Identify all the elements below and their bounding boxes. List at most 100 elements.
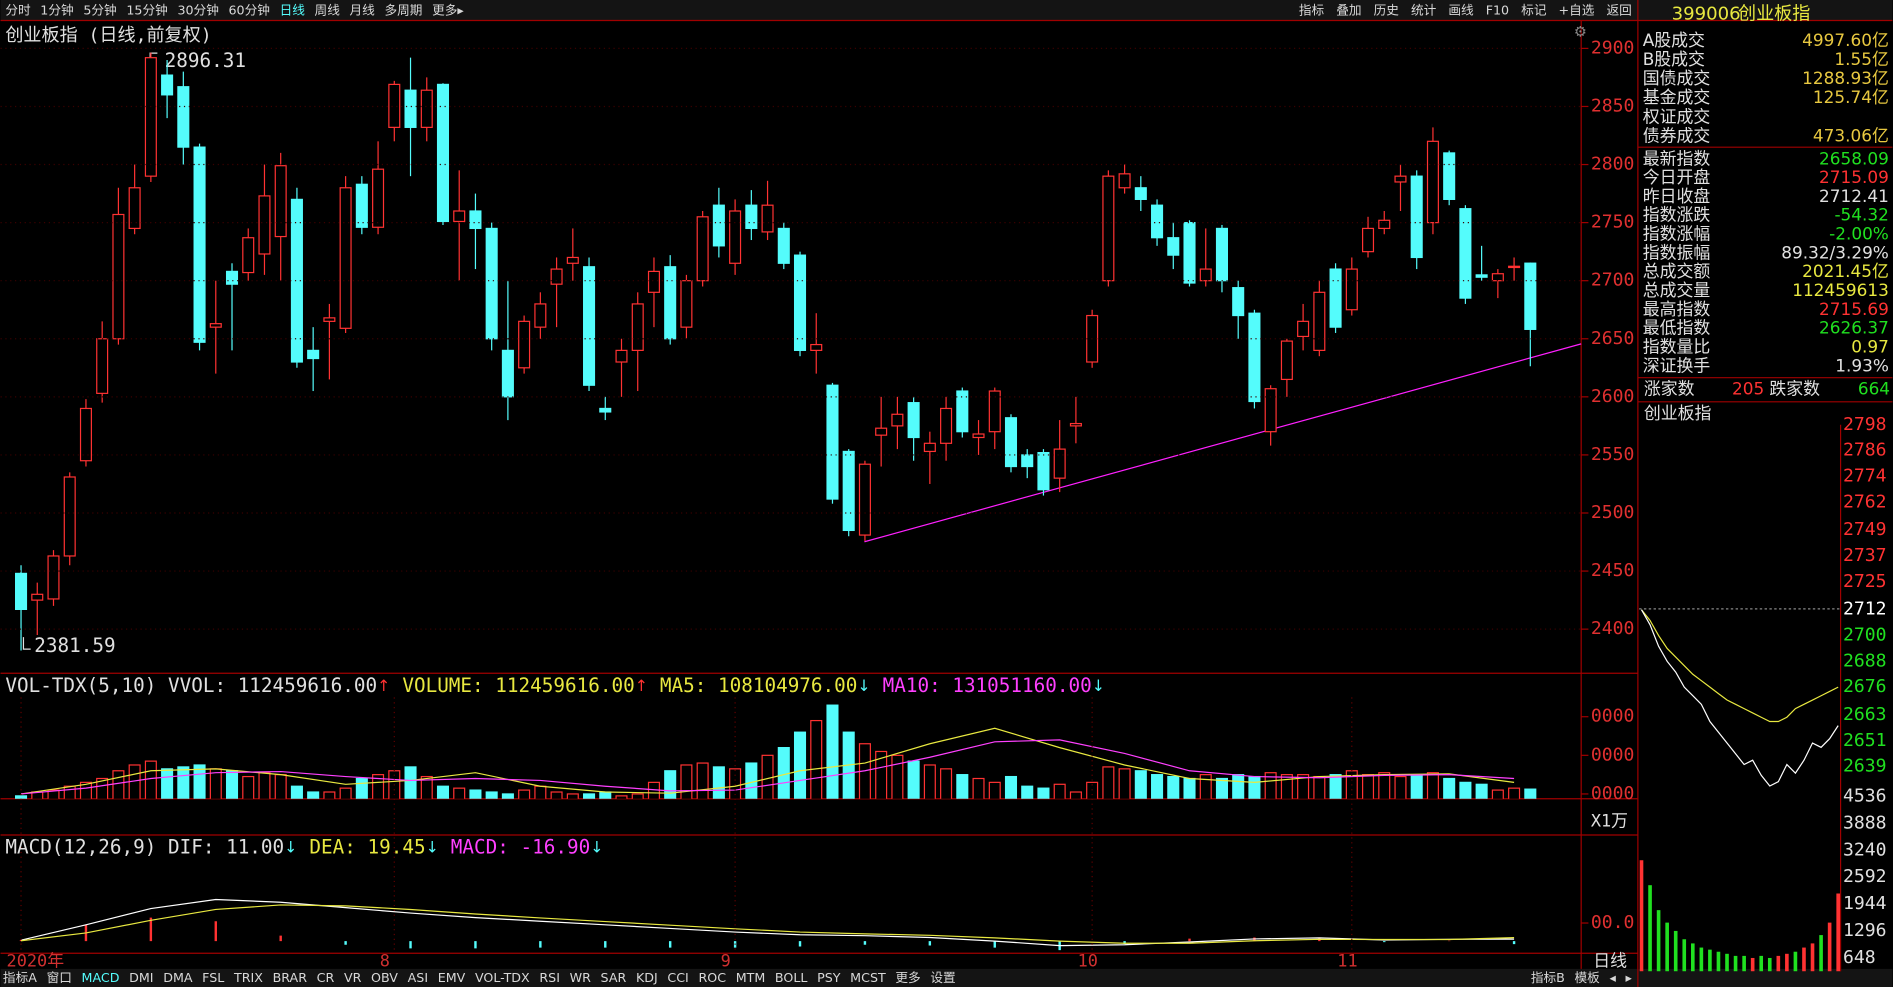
indicator-tab[interactable]: ◂	[1609, 970, 1616, 985]
quote-label: 深证换手	[1643, 355, 1711, 375]
volume-bar	[177, 766, 190, 799]
indicator-tab[interactable]: EMV	[438, 970, 466, 985]
indicator-tab[interactable]: 模板	[1575, 970, 1601, 985]
volume-bar	[810, 719, 823, 799]
indicator-tab[interactable]: ASI	[408, 970, 428, 985]
mini-tick-label: 2762	[1843, 491, 1887, 512]
indicator-tab[interactable]: 设置	[930, 970, 955, 985]
indicator-tab[interactable]: OBV	[371, 970, 398, 985]
quote-label: 总成交额	[1643, 261, 1711, 281]
quote-value: 473.06亿	[1813, 125, 1889, 145]
period-tab[interactable]: 多周期	[384, 2, 422, 17]
quote-label: 昨日收盘	[1643, 186, 1711, 206]
settings-icon[interactable]: ⚙	[1574, 25, 1587, 41]
tool-button[interactable]: 历史	[1374, 2, 1400, 17]
period-tab[interactable]: 月线	[350, 2, 376, 17]
quote-label: 权证成交	[1643, 106, 1711, 126]
candle-body	[1264, 388, 1277, 433]
quote-value: 2712.41	[1819, 186, 1889, 206]
volume-bar	[290, 785, 303, 799]
indicator-tab[interactable]: 更多	[895, 970, 920, 985]
trend-arrow: ↓	[590, 838, 603, 857]
volume-bar	[923, 764, 936, 799]
indicator-tab[interactable]: MTM	[736, 970, 766, 985]
indicator-tab[interactable]: BRAR	[273, 970, 308, 985]
quote-label: 指数涨幅	[1643, 224, 1711, 244]
volume-bar	[1443, 777, 1456, 799]
indicator-tab[interactable]: 窗口	[47, 970, 72, 985]
indicator-tab[interactable]: WR	[570, 970, 592, 985]
candle-body	[15, 572, 28, 611]
indicator-tab[interactable]: VOL-TDX	[475, 970, 530, 985]
volume-bar	[1459, 781, 1472, 799]
indicator-tab[interactable]: VR	[344, 970, 362, 985]
volume-panel	[15, 704, 1537, 799]
period-tab[interactable]: 周线	[315, 2, 341, 17]
indicator-tab[interactable]: SAR	[601, 970, 627, 985]
price-tick-label: 2750	[1591, 212, 1635, 233]
mini-volume-bar	[1639, 860, 1644, 972]
period-tab[interactable]: 5分钟	[83, 2, 116, 17]
indicator-tab[interactable]: DMI	[129, 970, 153, 985]
indicator-tab[interactable]: DMA	[163, 970, 193, 985]
volume-bar	[485, 791, 498, 799]
period-tab[interactable]: 15分钟	[126, 2, 167, 17]
volume-bar	[1102, 766, 1115, 799]
mini-volume-bar	[1819, 935, 1823, 972]
tool-button[interactable]: 叠加	[1336, 2, 1361, 17]
indicator-tab[interactable]: BOLL	[775, 970, 808, 985]
trend-arrow: ↓	[284, 838, 297, 857]
indicator-tab[interactable]: RSI	[539, 970, 560, 985]
tool-button[interactable]: 指标	[1299, 2, 1325, 17]
period-tab[interactable]: 1分钟	[40, 2, 73, 17]
volume-tick-label: 0000	[1591, 744, 1635, 765]
x-tick-label: 9	[721, 951, 731, 971]
quote-code: 399006	[1672, 3, 1741, 24]
indicator-tab[interactable]: CCI	[667, 970, 688, 985]
tool-button[interactable]: 标记	[1521, 2, 1547, 17]
period-tab[interactable]: 30分钟	[177, 2, 218, 17]
volume-bar	[1069, 791, 1082, 799]
volume-bar	[372, 774, 385, 799]
mini-tick-label: 2774	[1843, 465, 1887, 486]
tool-button[interactable]: 统计	[1411, 2, 1437, 17]
volume-unit: X1万	[1591, 811, 1628, 831]
candle-body	[907, 402, 920, 439]
indicator-tab[interactable]: KDJ	[636, 970, 658, 985]
tool-button[interactable]: 返回	[1607, 2, 1632, 17]
indicator-tab[interactable]: 指标A	[3, 970, 37, 985]
tool-button[interactable]: 画线	[1448, 2, 1474, 17]
period-tab[interactable]: 日线	[280, 2, 306, 17]
volume-bar	[761, 754, 774, 799]
candle-body	[826, 384, 839, 500]
price-tick-label: 2400	[1591, 618, 1635, 639]
volume-bar	[258, 772, 271, 799]
x-tick-label: 10	[1078, 951, 1098, 971]
candle-body	[1313, 291, 1326, 351]
indicator-tab[interactable]: FSL	[202, 970, 224, 985]
mini-vol-tick-label: 2592	[1843, 866, 1887, 887]
indicator-tab[interactable]: ROC	[698, 970, 726, 985]
indicator-tab[interactable]: CR	[317, 970, 335, 985]
period-tab[interactable]: 分时	[5, 2, 31, 17]
candle-body	[1069, 422, 1082, 427]
indicator-tab[interactable]: PSY	[817, 970, 841, 985]
tool-button[interactable]: +自选	[1559, 2, 1595, 17]
indicator-tab[interactable]: MACD	[82, 970, 120, 985]
volume-bar	[1491, 789, 1504, 799]
quote-value: 4997.60亿	[1802, 30, 1889, 50]
indicator-tab[interactable]: TRIX	[233, 970, 263, 985]
indicator-tab[interactable]: MCST	[850, 970, 886, 985]
volume-bar	[1086, 781, 1099, 799]
indicator-tab[interactable]: ▸	[1625, 970, 1632, 985]
candle-body	[875, 427, 888, 436]
period-tab[interactable]: 60分钟	[229, 2, 270, 17]
indicator-tab[interactable]: 指标B	[1531, 970, 1565, 985]
candle-body	[1102, 175, 1115, 282]
x-tick-label: 8	[380, 951, 390, 971]
volume-bar	[988, 781, 1001, 799]
volume-bar	[858, 743, 871, 799]
quote-label: 指数量比	[1643, 337, 1711, 357]
period-tab[interactable]: 更多▸	[432, 2, 464, 17]
tool-button[interactable]: F10	[1486, 2, 1509, 17]
